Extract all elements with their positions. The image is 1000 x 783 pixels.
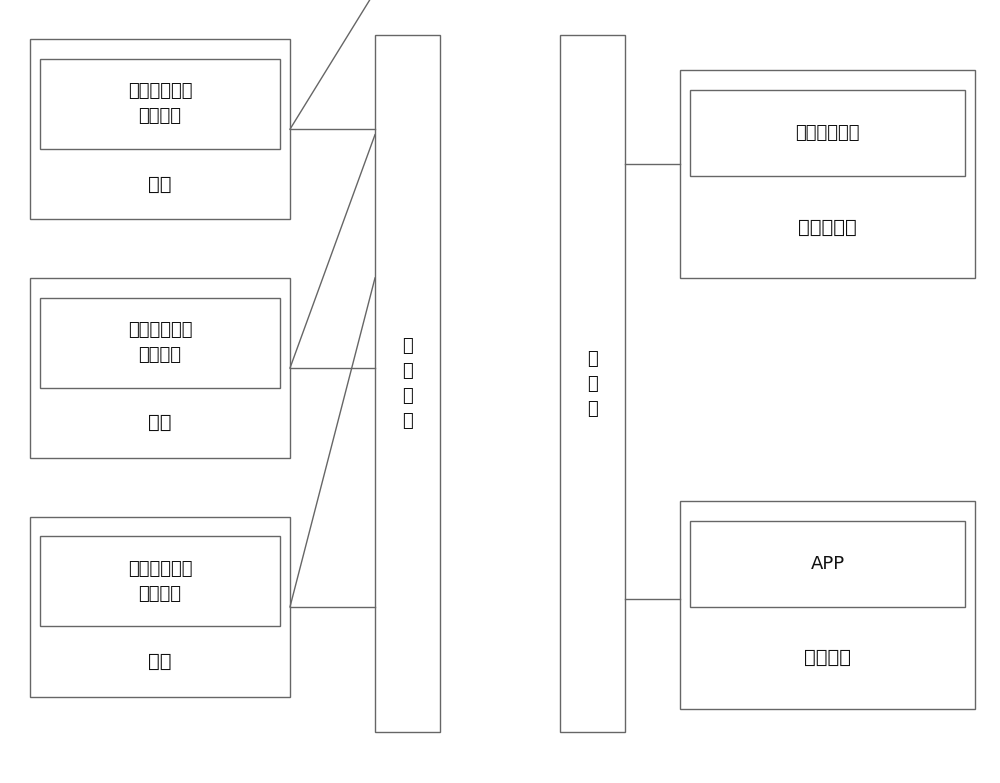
Text: 农机: 农机 <box>148 413 172 432</box>
Bar <box>40 298 280 388</box>
Bar <box>30 39 290 219</box>
Bar <box>375 35 440 732</box>
Bar <box>560 35 625 732</box>
Bar <box>690 90 965 176</box>
Text: 信息采集模块
监控模块: 信息采集模块 监控模块 <box>128 321 192 364</box>
Text: 农机: 农机 <box>148 652 172 671</box>
Text: 信息采集模块
监控模块: 信息采集模块 监控模块 <box>128 82 192 125</box>
Bar <box>40 59 280 149</box>
Bar <box>30 278 290 458</box>
Text: 调度中心端: 调度中心端 <box>798 218 857 236</box>
Text: 无
线
网
络: 无 线 网 络 <box>402 337 413 430</box>
Bar <box>680 501 975 709</box>
Text: 信息采集模块
监控模块: 信息采集模块 监控模块 <box>128 560 192 603</box>
Text: APP: APP <box>810 555 845 572</box>
Bar <box>680 70 975 278</box>
Text: 农机: 农机 <box>148 175 172 193</box>
Bar <box>40 536 280 626</box>
Bar <box>690 521 965 607</box>
Text: 云
网
络: 云 网 络 <box>587 350 598 417</box>
Text: 移动终端: 移动终端 <box>804 648 851 667</box>
Bar <box>30 517 290 697</box>
Text: 调度管理系统: 调度管理系统 <box>795 124 860 142</box>
